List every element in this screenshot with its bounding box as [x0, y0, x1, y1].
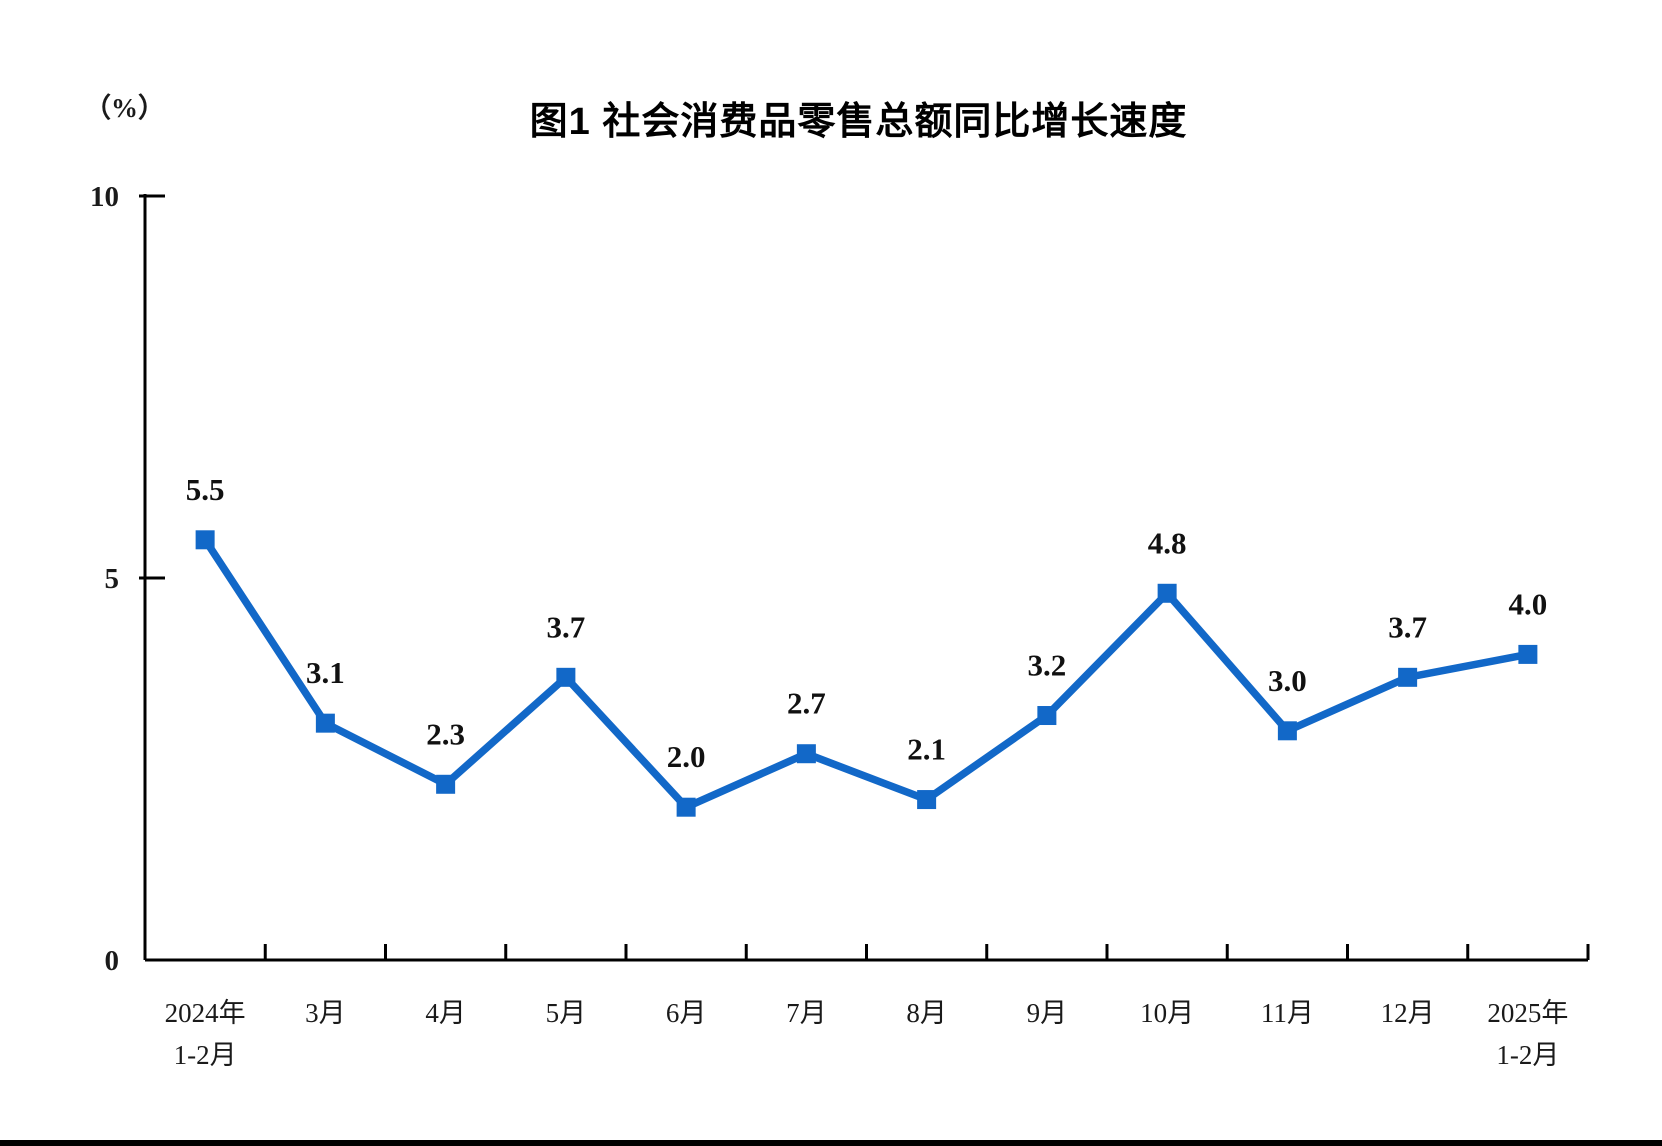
data-point-value-label: 2.0 — [667, 739, 706, 774]
data-point-value-label: 3.7 — [547, 609, 586, 644]
y-axis-unit-label: （%） — [84, 93, 165, 123]
data-point-value-label: 3.0 — [1268, 663, 1307, 698]
x-axis-category-label: 3月 — [305, 998, 346, 1028]
x-axis-category-label: 2024年 — [165, 998, 246, 1028]
data-point-marker — [556, 667, 576, 687]
data-point-value-label: 3.1 — [306, 655, 345, 690]
x-axis-category-label: 4月 — [425, 998, 466, 1028]
x-axis-category-label: 11月 — [1261, 998, 1314, 1028]
data-line-series — [201, 537, 1529, 812]
y-axis-tick-label: 5 — [105, 563, 120, 595]
x-axis-category-label: 10月 — [1140, 998, 1194, 1028]
window-bottom-edge — [0, 1140, 1662, 1146]
x-axis-category-label: 1-2月 — [1496, 1040, 1559, 1070]
data-point-marker — [436, 774, 456, 794]
data-point-marker — [796, 744, 816, 764]
data-point-marker — [1157, 583, 1177, 603]
data-point-value-label: 4.0 — [1509, 586, 1548, 621]
y-axis-tick-label: 10 — [90, 181, 119, 213]
data-point-value-label: 2.3 — [426, 716, 465, 751]
data-point-value-label: 2.7 — [787, 686, 826, 721]
x-axis-category-label: 5月 — [546, 998, 587, 1028]
x-axis-category-label: 8月 — [906, 998, 947, 1028]
x-axis-category-label: 1-2月 — [174, 1040, 237, 1070]
x-axis-category-label: 12月 — [1381, 998, 1435, 1028]
chart-title: 图1 社会消费品零售总额同比增长速度 — [529, 101, 1188, 143]
data-point-marker — [676, 797, 696, 817]
x-axis-category-label: 9月 — [1027, 998, 1068, 1028]
data-point-marker — [1277, 721, 1297, 741]
data-point-marker — [195, 530, 215, 550]
x-axis-category-label: 7月 — [786, 998, 827, 1028]
data-point-value-label: 3.2 — [1028, 648, 1067, 683]
data-point-value-label: 4.8 — [1148, 525, 1187, 560]
data-point-value-label: 3.7 — [1388, 609, 1427, 644]
x-axis-category-label: 6月 — [666, 998, 707, 1028]
x-axis-category-label: 2025年 — [1487, 998, 1568, 1028]
data-point-value-label: 5.5 — [186, 472, 225, 507]
data-point-marker — [1518, 644, 1538, 664]
data-point-marker — [1398, 667, 1418, 687]
y-axis-tick-label: 0 — [105, 945, 120, 977]
data-point-marker — [1037, 706, 1057, 726]
data-point-marker — [917, 790, 937, 810]
data-point-value-label: 2.1 — [907, 732, 946, 767]
data-point-marker — [315, 713, 335, 733]
